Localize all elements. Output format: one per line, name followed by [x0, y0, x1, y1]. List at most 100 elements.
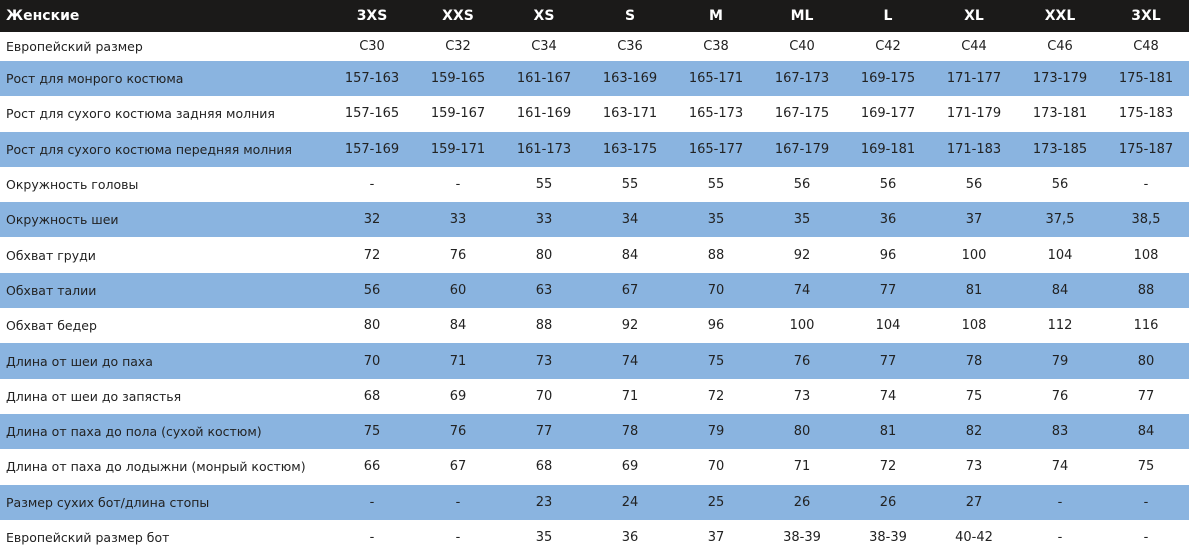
cell-value: 169-175: [845, 61, 931, 97]
cell-value: 84: [449, 318, 467, 334]
cell-value: 81: [931, 272, 1017, 309]
cell-value: 69: [449, 388, 467, 404]
cell-value: 171-177: [931, 61, 1017, 97]
cell-value: 108: [961, 318, 987, 334]
cell-value: 169-177: [860, 106, 916, 122]
cell-value: 70: [535, 388, 553, 404]
cell-value: 67: [449, 459, 467, 475]
table-row: Обхват груди 72 76 80 84 88 92 96 100 104 108: [0, 237, 1189, 272]
cell-value: 76: [1051, 388, 1069, 404]
cell-value: 33: [415, 202, 501, 238]
cell-value: -: [1143, 530, 1149, 545]
cell-value: 37: [931, 202, 1017, 238]
cell-value: 60: [415, 272, 501, 309]
cell-value: 55: [621, 177, 639, 193]
cell-value: C46: [1047, 39, 1073, 54]
cell-value: C34: [531, 39, 557, 54]
cell-value: 159-167: [430, 106, 486, 122]
size-header: XXL: [1017, 0, 1103, 32]
size-header: M: [673, 0, 759, 32]
row-label: Рост для сухого костюма задняя молния: [6, 106, 275, 122]
cell-value: 76: [415, 413, 501, 450]
cell-value: 73: [501, 343, 587, 379]
cell-value: 75: [965, 388, 983, 404]
row-label: Рост для сухого костюма передняя молния: [0, 131, 329, 167]
cell-value: 79: [673, 413, 759, 450]
cell-value: 157-163: [329, 61, 415, 97]
cell-value: 171-179: [946, 106, 1002, 122]
cell-value: 77: [845, 272, 931, 309]
cell-value: 77: [845, 343, 931, 379]
cell-value: 70: [329, 343, 415, 379]
cell-value: 167-175: [774, 106, 830, 122]
cell-value: C32: [445, 39, 471, 54]
cell-value: C36: [617, 39, 643, 54]
row-label: Обхват груди: [6, 247, 96, 263]
row-label: Обхват талии: [0, 272, 329, 309]
cell-value: 104: [1047, 247, 1073, 263]
cell-value: -: [369, 177, 375, 193]
cell-value: 104: [875, 318, 901, 334]
cell-value: 56: [879, 177, 897, 193]
cell-value: 88: [707, 247, 725, 263]
size-header: 3XL: [1103, 0, 1189, 32]
cell-value: 68: [535, 459, 553, 475]
cell-value: 38,5: [1103, 202, 1189, 238]
cell-value: -: [1057, 530, 1063, 545]
cell-value: 96: [879, 247, 897, 263]
row-label: Размер сухих бот/длина стопы: [0, 484, 329, 520]
size-header: XS: [501, 0, 587, 32]
size-header: XXS: [415, 0, 501, 32]
cell-value: 38-39: [783, 530, 821, 545]
cell-value: 36: [621, 530, 639, 545]
row-label: Длина от паха до пола (сухой костюм): [0, 413, 329, 450]
cell-value: -: [415, 484, 501, 520]
cell-value: 36: [845, 202, 931, 238]
cell-value: -: [1103, 484, 1189, 520]
table-row: Рост для монрого костюма 157-163 159-165 16…: [0, 61, 1189, 97]
cell-value: 75: [673, 343, 759, 379]
row-label: Длина от шеи до запястья: [6, 388, 182, 404]
table-row: Окружность головы - - 55 55 55 56 56 56 56 -: [0, 167, 1189, 202]
cell-value: 96: [707, 318, 725, 334]
cell-value: 71: [415, 343, 501, 379]
cell-value: 175-181: [1103, 61, 1189, 97]
cell-value: 167-179: [759, 131, 845, 167]
cell-value: 56: [1051, 177, 1069, 193]
cell-value: 159-171: [415, 131, 501, 167]
cell-value: 37,5: [1017, 202, 1103, 238]
cell-value: 74: [879, 388, 897, 404]
cell-value: 74: [587, 343, 673, 379]
header-row: Женские 3XS XXS XS S M ML L XL XXL 3XL: [0, 0, 1189, 32]
cell-value: 33: [501, 202, 587, 238]
cell-value: 173-185: [1017, 131, 1103, 167]
cell-value: 34: [587, 202, 673, 238]
cell-value: -: [455, 177, 461, 193]
cell-value: 73: [965, 459, 983, 475]
cell-value: C48: [1133, 39, 1159, 54]
row-label: Окружность шеи: [0, 202, 329, 238]
cell-value: 55: [535, 177, 553, 193]
row-label: Европейский размер: [6, 39, 143, 54]
cell-value: 73: [793, 388, 811, 404]
cell-value: 74: [1051, 459, 1069, 475]
row-label: Длина от шеи до паха: [0, 343, 329, 379]
cell-value: -: [1143, 177, 1149, 193]
cell-value: 112: [1047, 318, 1073, 334]
cell-value: 77: [1137, 388, 1155, 404]
cell-value: 56: [965, 177, 983, 193]
cell-value: 40-42: [955, 530, 993, 545]
table-row: Длина от шеи до запястья 68 69 70 71 72 73 74 75…: [0, 379, 1189, 414]
cell-value: 108: [1133, 247, 1159, 263]
cell-value: 35: [759, 202, 845, 238]
cell-value: 84: [621, 247, 639, 263]
cell-value: 84: [1017, 272, 1103, 309]
cell-value: 100: [961, 247, 987, 263]
cell-value: 26: [845, 484, 931, 520]
cell-value: 173-179: [1017, 61, 1103, 97]
cell-value: 78: [931, 343, 1017, 379]
cell-value: 55: [707, 177, 725, 193]
cell-value: 74: [759, 272, 845, 309]
table-row: Длина от паха до лодыжни (монрый костюм)…: [0, 449, 1189, 484]
